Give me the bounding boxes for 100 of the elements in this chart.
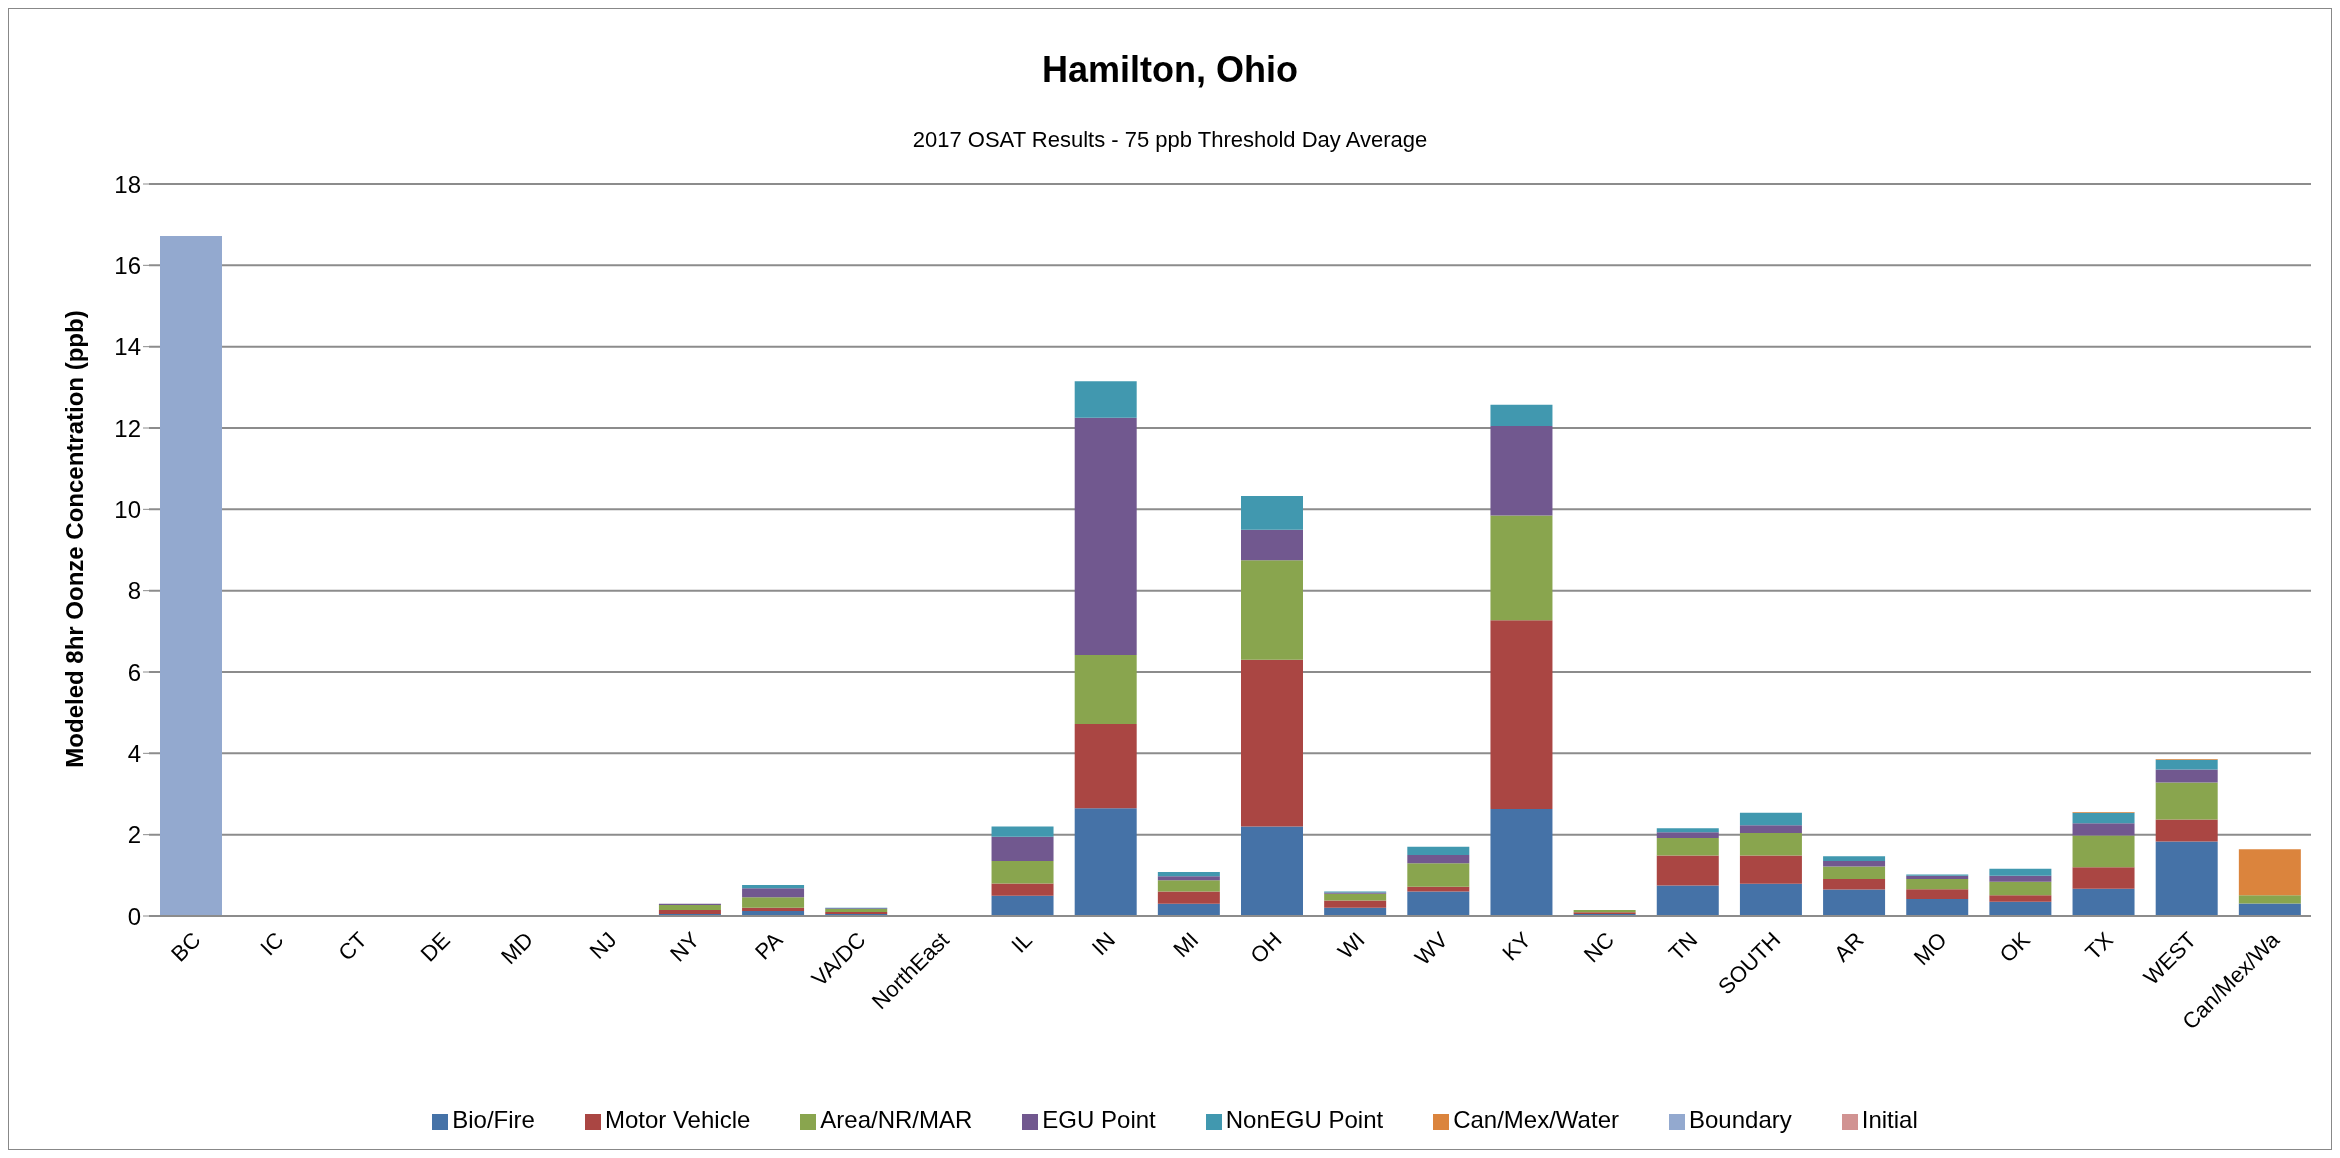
bar [2238,903,2301,916]
bar [160,236,222,916]
bar [1989,868,2052,876]
x-tick-label: MO [1908,927,1952,970]
bar [2072,823,2135,836]
bar [1906,898,1969,916]
bar [1823,856,1886,862]
y-tick-label: 14 [114,333,141,361]
bar [991,883,1054,896]
x-tick-label: TN [1663,927,1703,966]
bar [2238,849,2301,896]
bar [1074,724,1137,809]
y-tick-label: 12 [114,414,141,442]
bar [1739,833,1802,856]
bar [658,909,721,914]
legend-label: EGU Point [1042,1106,1156,1133]
bar [2072,888,2135,916]
bar [1823,889,1886,916]
bar [1241,826,1303,916]
bar [1989,881,2052,896]
legend-label: Motor Vehicle [604,1106,751,1133]
bar [742,907,805,912]
legend-label: Bio/Fire [452,1106,535,1133]
bar [1241,529,1303,561]
x-tick-label: NC [1578,927,1620,968]
bar [1324,893,1387,901]
x-tick-label: TX [2080,926,2119,965]
bar [1989,875,2052,882]
bar [1656,855,1719,886]
bar [1407,846,1470,855]
bar [1157,880,1220,892]
bar [2155,819,2218,842]
bar [1241,495,1303,530]
x-tick-label: OH [1245,927,1287,969]
x-tick-label: CT [333,927,372,966]
bar [1823,878,1886,890]
bar [1157,876,1220,881]
bar [1407,855,1470,864]
bar [1074,417,1137,655]
chart-title: Hamilton, Ohio [1041,49,1299,91]
y-tick-label: 10 [114,495,141,523]
bar [2155,769,2218,783]
x-tick-label: MI [1168,927,1204,963]
bar [1407,891,1470,916]
y-tick-label: 18 [114,170,141,198]
x-tick-label: AR [1829,927,1869,967]
bar [1739,883,1802,916]
legend-label: NonEGU Point [1225,1106,1384,1133]
legend-label: Initial [1861,1106,1918,1133]
x-tick-label: WV [1409,926,1453,970]
bar [1074,808,1137,916]
y-axis-title: Modeled 8hr Oonze Concentration (ppb) [61,310,89,768]
bar [658,905,721,910]
legend-label: Can/Mex/Water [1453,1106,1619,1133]
bar [1823,866,1886,879]
x-tick-label: NJ [584,927,622,964]
bar [1324,900,1387,908]
bar [1157,872,1220,877]
bar [1490,620,1553,810]
y-tick-label: 4 [127,739,141,767]
x-tick-label: PA [750,926,788,965]
bar [1739,825,1802,834]
x-tick-label: IN [1086,927,1121,961]
bar [991,836,1054,862]
x-tick-label: NY [665,926,705,967]
bar [1157,891,1220,904]
bar [2072,835,2135,868]
bar [1074,381,1137,418]
y-tick-label: 16 [114,251,141,279]
chart-subtitle: 2017 OSAT Results - 75 ppb Threshold Day Average [911,127,1429,153]
y-tick-label: 6 [127,658,141,686]
y-tick-label: 8 [127,577,141,605]
bar [2072,867,2135,889]
legend-label: Area/NR/MAR [820,1106,973,1133]
bar [742,885,805,889]
x-tick-label: DE [415,927,455,967]
bar [1074,654,1137,725]
bar [1656,885,1719,916]
bar [742,897,805,908]
bar [1490,425,1553,516]
x-tick-label: OK [1994,926,2036,968]
y-tick-label: 2 [127,821,141,849]
bar [1407,863,1470,887]
bar [2155,759,2218,770]
bar [1490,404,1553,426]
x-tick-label: IL [1006,927,1037,958]
bar [1241,659,1303,827]
bar [1989,901,2052,916]
bar [991,895,1054,916]
y-tick-label: 0 [127,902,141,930]
bar [1490,809,1553,916]
bar [2072,812,2135,824]
bar [991,826,1054,837]
bar [2155,782,2218,820]
bar [1906,878,1969,890]
bar [1407,886,1470,892]
bar [1656,828,1719,833]
bar [1241,560,1303,660]
bar [1490,515,1553,621]
bar [1656,832,1719,838]
